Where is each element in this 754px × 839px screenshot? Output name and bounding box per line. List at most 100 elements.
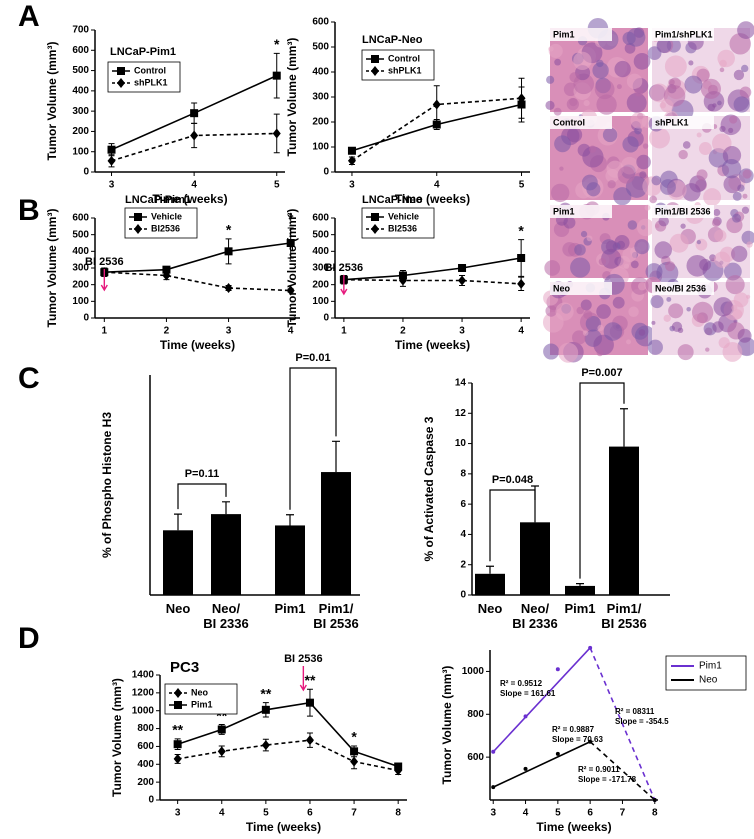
histology-texture [639,171,647,179]
bracket [289,367,337,510]
y-tick-label: 0 [148,795,154,806]
histology-texture [638,329,646,336]
histology-texture [543,343,560,360]
x-tick-label: 4 [191,180,197,191]
error-bar [332,440,340,473]
error-bar [286,514,294,526]
marker [347,146,356,155]
y-tick-label: 1000 [132,705,155,716]
p-value: P=0.048 [492,474,533,486]
legend-box [665,655,747,691]
y-tick-label: 500 [312,229,329,240]
bar [163,530,193,595]
y-tick-label: 500 [72,229,89,240]
image-label-bg [652,116,714,129]
fit-label: Slope = -354.5 [615,717,669,726]
series-line [104,242,291,273]
y-tick-label: 0 [83,167,89,178]
image-label-bg [652,28,714,41]
image-label-bg [550,28,612,41]
histology-texture [634,239,650,255]
marker [286,285,295,296]
histology-texture [729,115,738,124]
histology-texture [544,260,561,276]
bar [275,525,305,595]
x-tick-label: 2 [164,326,170,337]
histology-texture [626,73,643,90]
x-tick-label: Neo/ BI 2336 [512,601,558,631]
histology-texture [732,309,743,320]
histology-texture [742,169,752,179]
image-label: shPLK1 [655,117,689,127]
histology-texture [731,304,738,311]
marker [517,278,526,289]
histology-texture [713,297,733,317]
histology-texture [642,143,649,149]
histology-texture [741,206,750,214]
image-label-bg [550,282,612,295]
histology-texture [741,64,749,73]
histology-texture [554,58,561,66]
histology-texture [612,296,625,309]
histology-texture [597,324,604,332]
y-axis-label: % of Phospho Histone H3 [100,412,114,558]
histology-texture [634,126,642,135]
histology-texture [713,208,721,216]
histology-texture [605,168,620,183]
histology-texture [688,60,694,66]
histology-texture [581,174,598,191]
histology-texture [596,94,617,115]
marker [272,71,281,80]
marker [491,749,496,754]
marker [107,145,116,154]
x-tick-label: 6 [307,808,313,819]
arrow [100,269,108,292]
marker [162,270,171,281]
histology-texture [574,244,586,256]
x-tick-label: 2 [400,326,406,337]
y-tick-label: 0 [323,167,329,178]
x-tick-label: 5 [519,180,525,191]
histology-texture [636,154,651,170]
histology-texture [719,125,726,133]
series-line [177,701,399,768]
marker [555,667,560,672]
histology-texture [677,344,694,361]
histology-texture [562,242,577,257]
y-tick-label: 200 [312,279,329,290]
y-tick-label: 400 [312,67,329,78]
histology-texture [722,146,742,165]
p-value: P=0.007 [581,367,622,379]
histology-texture [598,258,607,266]
fit-label: R² = 0.9887 [552,725,595,734]
histology-texture [719,67,725,73]
histology-texture [572,330,587,345]
histology-texture [682,141,691,149]
marker [190,130,199,141]
legend-label: shPLK1 [134,77,168,87]
fit-label: Slope = 70.63 [552,735,603,744]
fit-label: Slope = 161.61 [500,689,556,698]
y-tick-label: 600 [312,213,329,224]
image-label: Control [553,117,585,127]
marker [517,254,526,262]
histology-texture [696,239,702,245]
error-bar [620,408,628,447]
y-tick-label: 400 [72,246,89,257]
histology-texture [637,282,647,291]
fit-line [492,740,591,788]
histology-texture [680,223,686,229]
marker [588,739,593,744]
marker [491,785,496,790]
legend-marker [134,213,142,221]
y-tick-label: 1000 [462,666,485,677]
histology-texture [650,295,664,309]
y-tick-label: 100 [312,296,329,307]
fit-line [589,741,656,801]
x-axis-label: Time (weeks) [395,338,470,352]
y-tick-label: 10 [455,438,467,449]
histology-texture [583,310,593,320]
histology-texture [602,127,618,143]
histology-texture [592,62,609,79]
x-tick-label: 3 [459,326,465,337]
